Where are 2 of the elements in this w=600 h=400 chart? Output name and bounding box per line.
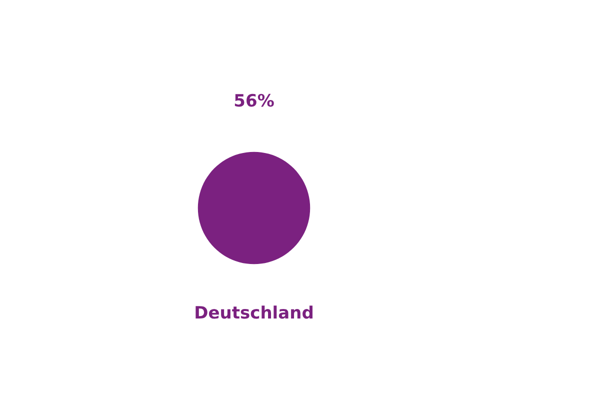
category-label: Deutschland (194, 304, 314, 324)
data-label: 56% (234, 91, 274, 112)
